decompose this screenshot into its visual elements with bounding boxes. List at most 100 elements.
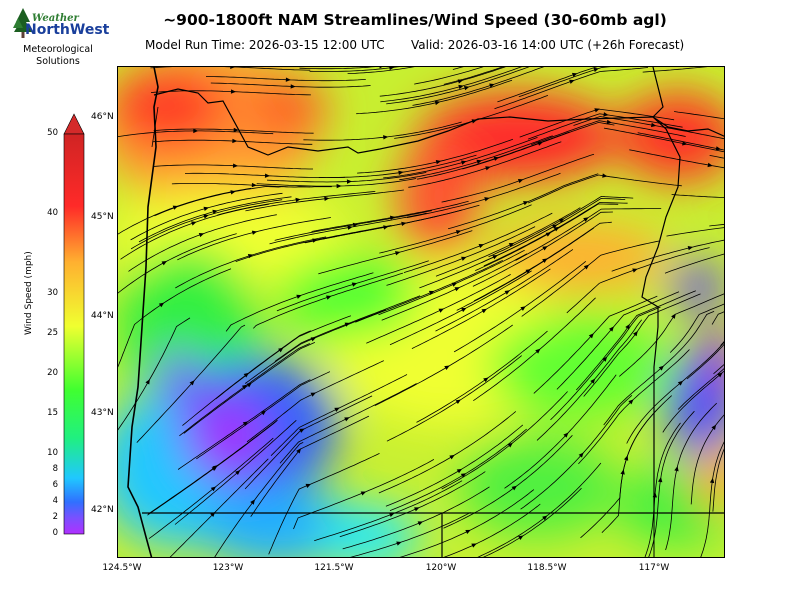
streamline (611, 239, 724, 272)
streamline (130, 192, 283, 241)
streamline (118, 317, 191, 431)
streamline-arrow (489, 83, 495, 88)
streamline (250, 415, 370, 517)
streamline-arrow (603, 112, 609, 117)
streamline-arrow (709, 477, 715, 484)
streamline (169, 458, 269, 557)
pine-trees-icon (13, 8, 32, 38)
streamline (686, 343, 724, 380)
lon-label-124-5: 124.5°W (102, 563, 142, 573)
streamline-arrow (145, 379, 150, 385)
lon-label-118-5: 118.5°W (527, 563, 567, 573)
streamline-arrow (242, 421, 249, 427)
streamline (669, 303, 724, 353)
streamline-arrow (620, 469, 625, 475)
streamline-arrow (461, 160, 467, 165)
colorbar-tick-label: 0 (52, 528, 58, 538)
streamline (664, 253, 724, 274)
lat-label-43: 43°N (91, 408, 114, 418)
streamline-arrow (251, 182, 257, 188)
streamline-arrow (677, 380, 684, 386)
streamline-arrow (623, 455, 629, 461)
streamline (671, 194, 724, 199)
streamline-arrow (351, 282, 358, 287)
streamline-arrow (346, 179, 352, 184)
streamline-arrow (336, 183, 342, 189)
streamline (118, 233, 237, 294)
streamline-arrow (463, 86, 470, 91)
streamline-arrow (594, 108, 600, 113)
colorbar-tick-label: 6 (52, 480, 58, 490)
streamline (666, 227, 724, 237)
streamline (583, 293, 701, 397)
streamline (473, 221, 612, 302)
streamline-arrow (414, 507, 420, 512)
logo-subtitle-line2: Solutions (36, 56, 80, 67)
streamline-arrow (290, 84, 296, 89)
streamline (403, 212, 553, 273)
streamline-arrow (344, 417, 350, 422)
streamline (533, 295, 658, 394)
streamline-arrow (435, 159, 442, 165)
streamline-arrow (396, 541, 402, 546)
streamline-arrow (465, 529, 471, 534)
streamline-arrow (324, 196, 330, 202)
streamline-arrow (492, 255, 498, 260)
streamline (128, 214, 277, 272)
map-title: ~900-1800ft NAM Streamlines/Wind Speed (… (163, 11, 667, 29)
streamline-arrow (563, 432, 569, 438)
streamline-arrow (535, 348, 541, 354)
streamline-arrow (305, 483, 312, 488)
streamline (305, 209, 462, 244)
logo-word-northwest: NorthWest (25, 22, 110, 38)
streamline-arrow (542, 246, 548, 251)
streamline-arrow (493, 156, 500, 161)
streamline-arrow (250, 499, 255, 505)
streamline (520, 395, 633, 510)
streamline-arrow (299, 428, 305, 433)
streamline-arrow (460, 473, 467, 478)
streamline-arrow (552, 224, 558, 229)
streamline-arrow (389, 512, 395, 518)
streamline-arrow (606, 119, 612, 125)
streamline (314, 480, 463, 542)
colorbar-tick-label: 40 (47, 208, 58, 218)
streamline-arrow (230, 89, 236, 94)
streamline (453, 260, 587, 353)
lat-label-44: 44°N (91, 311, 114, 321)
streamline-arrow (352, 222, 359, 228)
streamline-arrow (243, 372, 249, 378)
streamline-arrow (449, 454, 455, 460)
streamline-arrow (230, 190, 236, 195)
streamline (518, 67, 611, 98)
streamline-arrows (145, 67, 723, 548)
streamline (154, 186, 311, 217)
streamline-arrow (658, 477, 663, 483)
streamline-arrow (211, 466, 217, 472)
streamline-arrow (394, 251, 401, 256)
streamline (380, 67, 523, 103)
streamline-arrow (558, 218, 565, 223)
streamline-arrow (687, 245, 694, 251)
streamline-arrow (191, 221, 197, 226)
streamline-arrow (232, 138, 238, 144)
streamline-arrow (504, 290, 510, 295)
streamline (443, 503, 541, 557)
streamline-arrow (326, 295, 332, 300)
lon-label-120: 120°W (425, 563, 457, 573)
streamline-arrow (542, 515, 548, 521)
streamline-arrow (609, 326, 614, 332)
streamline-arrow (189, 380, 195, 386)
streamline-arrow (454, 287, 460, 292)
lat-label-46: 46°N (91, 112, 114, 122)
colorbar-tick-label: 15 (47, 408, 58, 418)
streamline (136, 324, 246, 443)
streamline (246, 360, 384, 443)
lon-label-117: 117°W (638, 563, 670, 573)
streamline-arrow (428, 290, 435, 295)
streamline-arrow (158, 302, 165, 308)
streamline (256, 178, 417, 187)
streamline-arrow (625, 323, 630, 330)
streamline-arrow (633, 330, 638, 337)
streamline (379, 67, 506, 97)
